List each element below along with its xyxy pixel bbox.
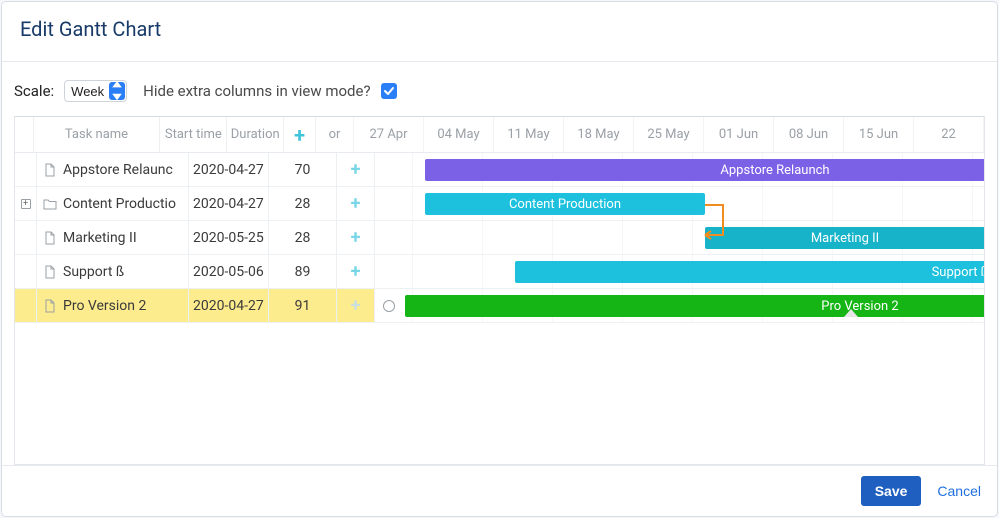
modal-title: Edit Gantt Chart — [20, 17, 979, 41]
file-icon — [43, 299, 57, 313]
row-add-cell: + — [337, 221, 375, 254]
task-name-text: Pro Version 2 — [63, 298, 146, 314]
gantt-edit-modal: Edit Gantt Chart Scale: Week Hide extra … — [2, 2, 997, 516]
task-name-text: Support ß — [63, 264, 124, 280]
task-name-cell: Appstore Relaunc — [37, 153, 189, 186]
gantt-rows: Appstore Relaunc2020-04-2770+Appstore Re… — [15, 153, 984, 323]
gantt-bar[interactable]: Appstore Relaunch — [425, 159, 985, 181]
task-name-cell: Pro Version 2 — [37, 289, 189, 322]
plus-icon[interactable]: + — [348, 196, 364, 212]
row-add-cell: + — [337, 289, 375, 322]
timeline-cell: Marketing II — [375, 221, 984, 254]
start-date-cell: 2020-04-27 — [189, 289, 269, 322]
expand-cell — [15, 289, 37, 322]
taskname-column-header: Task name — [34, 117, 161, 152]
gantt-row[interactable]: + Content Productio 2020-04-2728 + Content P… — [15, 187, 984, 221]
expand-column-header — [15, 117, 34, 152]
modal-header: Edit Gantt Chart — [2, 2, 997, 62]
hide-columns-label: Hide extra columns in view mode? — [143, 82, 370, 100]
timeline-header-cell: 11 May — [494, 117, 564, 152]
timeline-header-cell: 22 — [914, 117, 984, 152]
row-add-cell: + — [337, 187, 375, 220]
duration-column-header: Duration — [227, 117, 284, 152]
gantt-bar[interactable]: Marketing II — [705, 227, 985, 249]
folder-icon — [43, 197, 57, 211]
task-name-cell: Content Productio — [37, 187, 189, 220]
timeline-header-cell: 18 May — [564, 117, 634, 152]
timeline-header-cell: 01 Jun — [704, 117, 774, 152]
start-date-cell: 2020-04-27 — [189, 153, 269, 186]
row-add-cell: + — [337, 255, 375, 288]
duration-cell: 89 — [269, 255, 337, 288]
scale-select[interactable]: Week — [64, 80, 127, 102]
timeline-cell: Support ß — [375, 255, 984, 288]
gantt-row[interactable]: Appstore Relaunc 2020-04-2770 + Appstore Re… — [15, 153, 984, 187]
duration-cell: 28 — [269, 221, 337, 254]
plus-icon[interactable]: + — [348, 230, 364, 246]
timeline-header-cell: 08 Jun — [774, 117, 844, 152]
start-date-cell: 2020-05-06 — [189, 255, 269, 288]
timeline-cell: Pro Version 2 — [375, 289, 984, 322]
timeline-header-cell: 25 May — [634, 117, 704, 152]
scale-select-wrap: Week — [64, 80, 127, 102]
duration-cell: 28 — [269, 187, 337, 220]
task-name-cell: Marketing II — [37, 221, 189, 254]
row-radio-handle[interactable] — [383, 300, 395, 312]
timeline-cell: Appstore Relaunch — [375, 153, 984, 186]
gantt-bar[interactable]: Content Production — [425, 193, 705, 215]
gantt-row[interactable]: Marketing II 2020-05-2528 + Marketing II — [15, 221, 984, 255]
controls-bar: Scale: Week Hide extra columns in view m… — [2, 62, 997, 112]
timeline-header-cell: 04 May — [424, 117, 494, 152]
expand-cell — [15, 221, 37, 254]
file-icon — [43, 265, 57, 279]
expand-cell[interactable]: + — [15, 187, 37, 220]
start-date-cell: 2020-05-25 — [189, 221, 269, 254]
task-name-cell: Support ß — [37, 255, 189, 288]
start-column-header: Start time — [160, 117, 227, 152]
hide-columns-checkbox[interactable] — [381, 83, 397, 99]
timeline-header: or27 Apr04 May11 May18 May25 May01 Jun08… — [316, 117, 984, 152]
timeline-header-cell: or — [316, 117, 354, 152]
plus-icon[interactable]: + — [292, 127, 308, 143]
gantt-bar[interactable]: Support ß — [515, 261, 985, 283]
gantt-area: Task name Start time Duration + or27 Apr… — [14, 116, 985, 465]
plus-icon[interactable]: + — [348, 264, 364, 280]
duration-cell: 70 — [269, 153, 337, 186]
modal-footer: Save Cancel — [2, 465, 997, 516]
progress-marker-icon[interactable] — [844, 309, 858, 317]
save-button[interactable]: Save — [861, 476, 922, 506]
plus-icon[interactable]: + — [348, 298, 364, 314]
file-icon — [43, 231, 57, 245]
expand-cell — [15, 153, 37, 186]
add-column-header: + — [284, 117, 316, 152]
expand-cell — [15, 255, 37, 288]
cancel-button[interactable]: Cancel — [937, 483, 981, 499]
start-date-cell: 2020-04-27 — [189, 187, 269, 220]
expand-icon[interactable]: + — [21, 199, 31, 209]
task-name-text: Marketing II — [63, 230, 137, 246]
duration-cell: 91 — [269, 289, 337, 322]
file-icon — [43, 163, 57, 177]
timeline-header-cell: 27 Apr — [354, 117, 424, 152]
task-name-text: Content Productio — [63, 196, 176, 212]
row-add-cell: + — [337, 153, 375, 186]
timeline-cell: Content Production — [375, 187, 984, 220]
plus-icon[interactable]: + — [348, 162, 364, 178]
timeline-header-cell: 15 Jun — [844, 117, 914, 152]
task-name-text: Appstore Relaunc — [63, 162, 173, 178]
scale-label: Scale: — [14, 82, 54, 100]
gantt-column-header: Task name Start time Duration + or27 Apr… — [15, 117, 984, 153]
gantt-bar[interactable]: Pro Version 2 — [405, 295, 985, 317]
gantt-row[interactable]: Support ß 2020-05-0689 + Support ß — [15, 255, 984, 289]
gantt-row[interactable]: Pro Version 2 2020-04-2791 + Pro Version 2 — [15, 289, 984, 323]
check-icon — [383, 85, 395, 97]
